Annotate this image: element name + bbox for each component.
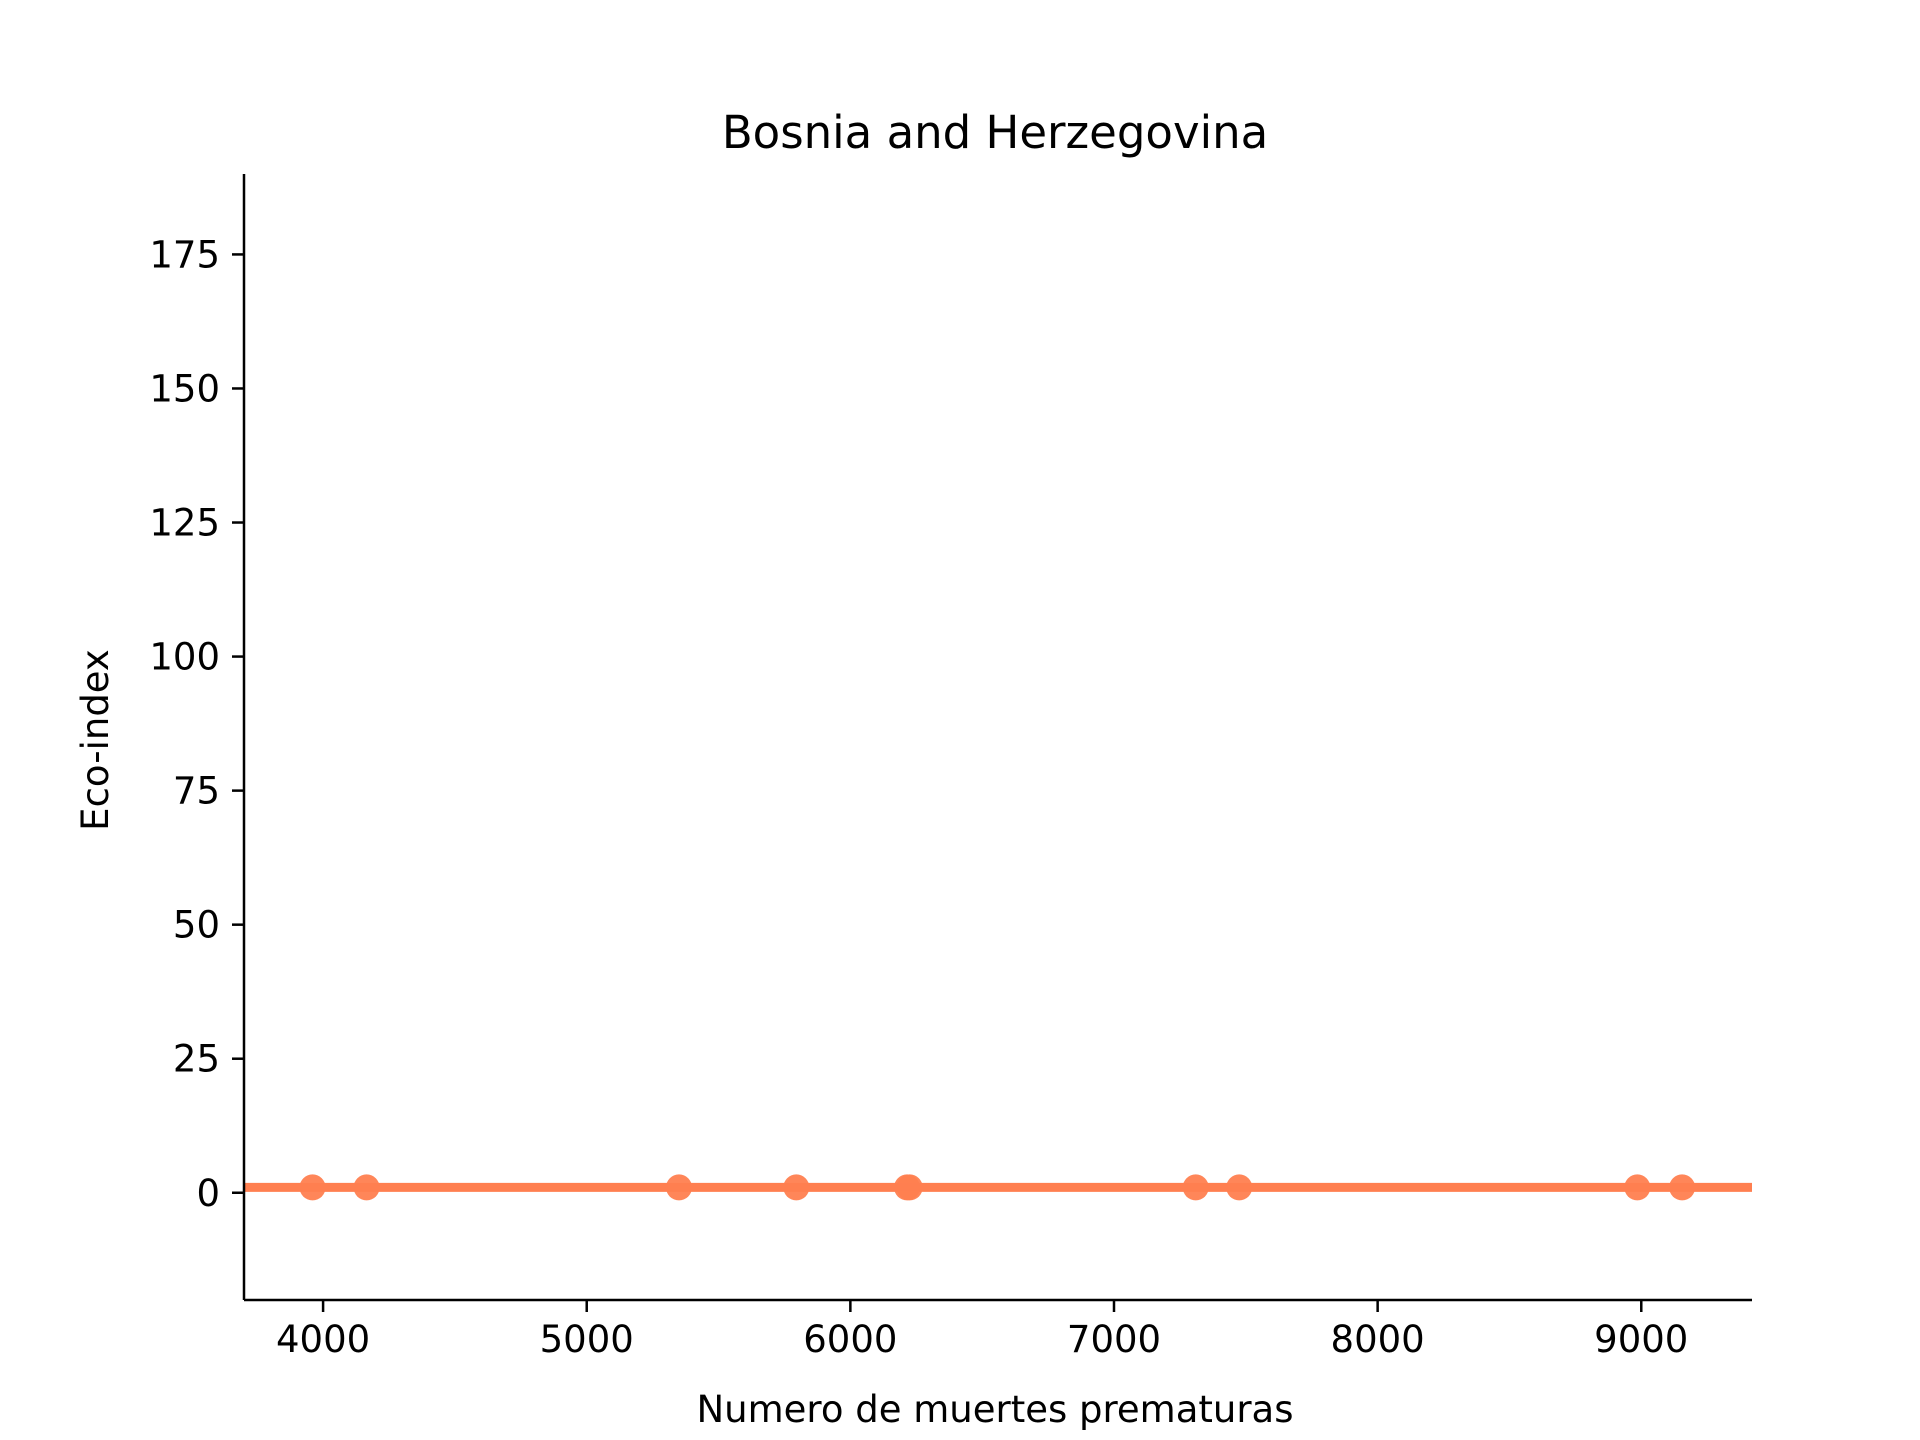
chart-title: Bosnia and Herzegovina — [722, 106, 1268, 159]
y-tick-label: 50 — [173, 904, 220, 947]
data-point — [896, 1174, 923, 1201]
data-point — [1182, 1174, 1209, 1201]
data-point — [666, 1174, 692, 1201]
y-tick-label: 100 — [149, 636, 220, 679]
x-tick-label: 5000 — [540, 1318, 634, 1361]
data-point — [353, 1174, 380, 1201]
x-tick-label: 9000 — [1594, 1318, 1688, 1361]
data-point — [783, 1174, 810, 1201]
data-point — [1226, 1174, 1253, 1201]
data-point — [1624, 1174, 1651, 1201]
plot-area — [244, 1174, 1752, 1201]
x-tick-label: 4000 — [276, 1318, 370, 1361]
axes: 4000 5000 6000 7000 8000 9000 0 25 50 75 100 125 150… — [149, 174, 1752, 1361]
x-tick-label: 7000 — [1067, 1318, 1161, 1361]
y-axis-label: Eco-index — [74, 649, 117, 831]
y-tick-label: 25 — [173, 1038, 220, 1081]
y-tick-label: 150 — [149, 367, 220, 410]
y-tick-label: 0 — [196, 1172, 220, 1215]
x-tick-label: 8000 — [1331, 1318, 1425, 1361]
y-tick-label: 175 — [149, 233, 220, 276]
y-tick-label: 125 — [149, 502, 220, 545]
x-tick-label: 6000 — [803, 1318, 897, 1361]
data-point — [299, 1174, 326, 1201]
y-tick-label: 75 — [173, 770, 220, 813]
data-point — [1669, 1174, 1696, 1201]
x-axis-label: Numero de muertes prematuras — [696, 1388, 1293, 1431]
